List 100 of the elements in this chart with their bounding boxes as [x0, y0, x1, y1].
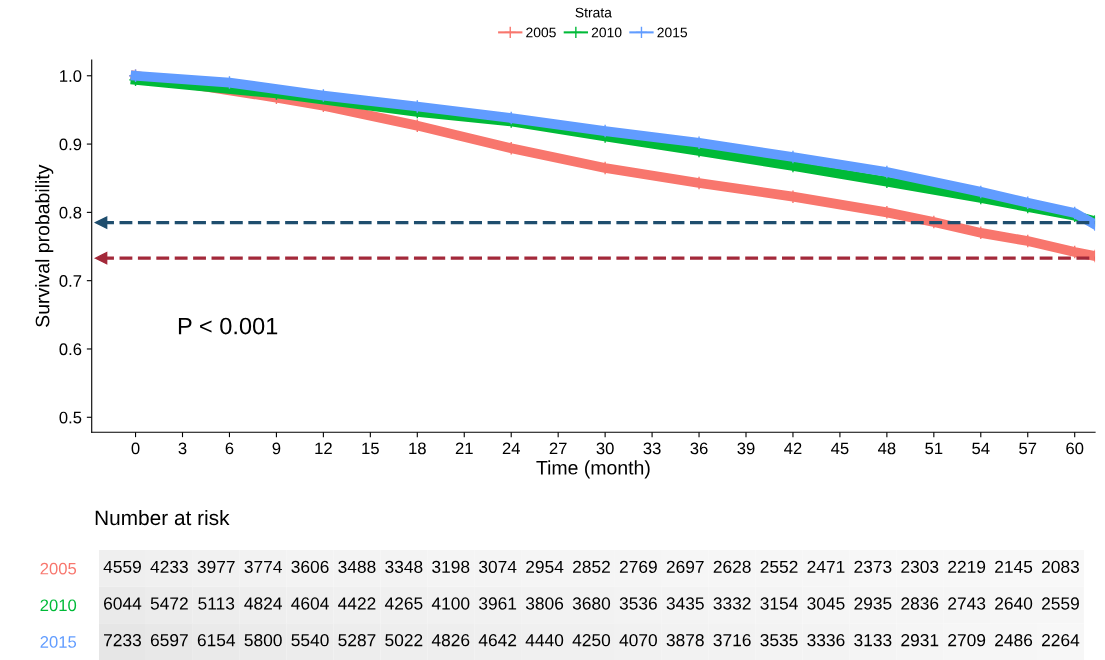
data-label: 2935 — [854, 597, 892, 610]
data-label: 2697 — [666, 560, 704, 573]
data-label: 4250 — [572, 634, 611, 647]
data-label: 3336 — [807, 634, 845, 647]
data-label: 2628 — [713, 560, 751, 573]
y-axis-title: Survival probability — [35, 164, 54, 327]
data-label: 4233 — [150, 560, 188, 573]
data-label: 2145 — [995, 560, 1033, 573]
data-label: 2954 — [526, 560, 564, 573]
data-label: 5287 — [338, 634, 376, 647]
x-tick-label: 21 — [455, 442, 473, 455]
data-label: 4422 — [338, 597, 376, 610]
data-label: 3961 — [479, 597, 517, 610]
data-label: 3198 — [432, 560, 470, 573]
y-tick-label: 2010 — [40, 599, 77, 612]
data-label: 2471 — [807, 560, 845, 573]
data-label: 4265 — [384, 597, 423, 610]
x-tick-label: 45 — [831, 442, 849, 455]
x-axis-title: Time (month) — [536, 460, 650, 479]
data-label: 3435 — [666, 597, 704, 610]
y-tick-label: 1.0 — [60, 70, 82, 82]
data-label: 6597 — [150, 634, 188, 647]
data-label: 3680 — [572, 597, 611, 610]
data-label: 3878 — [666, 634, 704, 647]
x-tick-label: 48 — [877, 442, 896, 455]
data-label: 5022 — [385, 634, 423, 647]
data-label: 4070 — [619, 634, 657, 647]
x-tick-label: 27 — [549, 442, 567, 455]
data-label: 3716 — [713, 634, 751, 647]
data-label: 2264 — [1042, 634, 1080, 647]
data-label: 3154 — [760, 597, 798, 610]
x-tick-label: 24 — [502, 442, 520, 455]
legend-label: 2010 — [591, 27, 622, 38]
data-label: 4642 — [478, 634, 517, 647]
y-tick-label: 0.7 — [59, 275, 82, 287]
data-label: 3133 — [854, 634, 892, 647]
x-tick-label: 33 — [643, 442, 661, 455]
y-tick-label: 0.9 — [59, 138, 82, 151]
data-label: 5800 — [244, 634, 282, 647]
data-label: 3977 — [197, 560, 235, 573]
legend-label: 2015 — [657, 27, 688, 38]
y-tick-label: 0.8 — [59, 206, 82, 219]
x-tick-label: 51 — [925, 442, 943, 455]
data-label: 5113 — [198, 597, 235, 610]
data-label: 2303 — [901, 560, 939, 573]
data-label: 3806 — [525, 597, 564, 610]
legend-label: 2005 — [526, 27, 556, 38]
x-tick-label: 12 — [315, 442, 332, 455]
data-label: 2743 — [948, 597, 986, 610]
x-tick-label: 9 — [272, 442, 281, 455]
data-label: 3488 — [338, 560, 376, 573]
data-label: 3774 — [244, 560, 282, 573]
data-label: 2559 — [1042, 597, 1079, 610]
data-label: 2552 — [760, 560, 798, 573]
data-label: 2709 — [948, 634, 986, 647]
data-label: 2769 — [619, 560, 657, 573]
x-tick-label: 39 — [737, 442, 755, 455]
x-tick-label: 0 — [131, 442, 140, 455]
data-label: 4824 — [244, 597, 282, 610]
x-tick-label: 3 — [178, 442, 187, 455]
data-label: 7233 — [104, 634, 141, 647]
data-label: 4100 — [431, 597, 470, 610]
annotation: P < 0.001 — [178, 317, 278, 335]
data-label: 2373 — [854, 560, 892, 573]
data-label: 3536 — [619, 597, 657, 610]
x-tick-label: 18 — [409, 442, 426, 455]
data-label: 2486 — [995, 634, 1033, 647]
x-tick-label: 15 — [362, 442, 379, 455]
data-label: 5540 — [291, 634, 329, 647]
data-label: 3045 — [807, 597, 845, 610]
data-label: 2852 — [573, 560, 610, 573]
y-tick-label: 2005 — [40, 562, 77, 575]
data-label: 4440 — [525, 634, 564, 647]
x-tick-label: 30 — [596, 442, 614, 455]
x-tick-label: 42 — [784, 442, 802, 455]
data-label: 3074 — [479, 560, 517, 573]
x-tick-label: 57 — [1019, 442, 1037, 455]
y-tick-label: 2015 — [40, 636, 77, 648]
data-label: 2640 — [995, 597, 1033, 610]
data-label: 5472 — [150, 597, 188, 610]
data-label: 3348 — [385, 560, 423, 573]
legend-title: Strata — [575, 7, 612, 18]
data-label: 3332 — [713, 597, 751, 610]
data-label: 2836 — [901, 597, 939, 610]
data-label: 3535 — [760, 634, 798, 647]
data-label: 6154 — [197, 634, 236, 647]
x-tick-label: 54 — [972, 442, 990, 455]
data-label: 2931 — [901, 634, 939, 647]
data-label: 4604 — [291, 597, 329, 610]
data-label: 3606 — [291, 560, 329, 573]
data-label: 4559 — [103, 560, 141, 573]
x-tick-label: 60 — [1066, 442, 1084, 455]
x-tick-label: 36 — [690, 442, 708, 455]
chart-title: Number at risk — [95, 509, 230, 526]
data-label: 2083 — [1042, 560, 1079, 573]
data-label: 2219 — [948, 560, 986, 573]
data-label: 4826 — [431, 634, 470, 647]
data-label: 6044 — [104, 597, 142, 610]
x-tick-label: 6 — [225, 442, 234, 455]
y-tick-label: 0.6 — [59, 343, 82, 356]
